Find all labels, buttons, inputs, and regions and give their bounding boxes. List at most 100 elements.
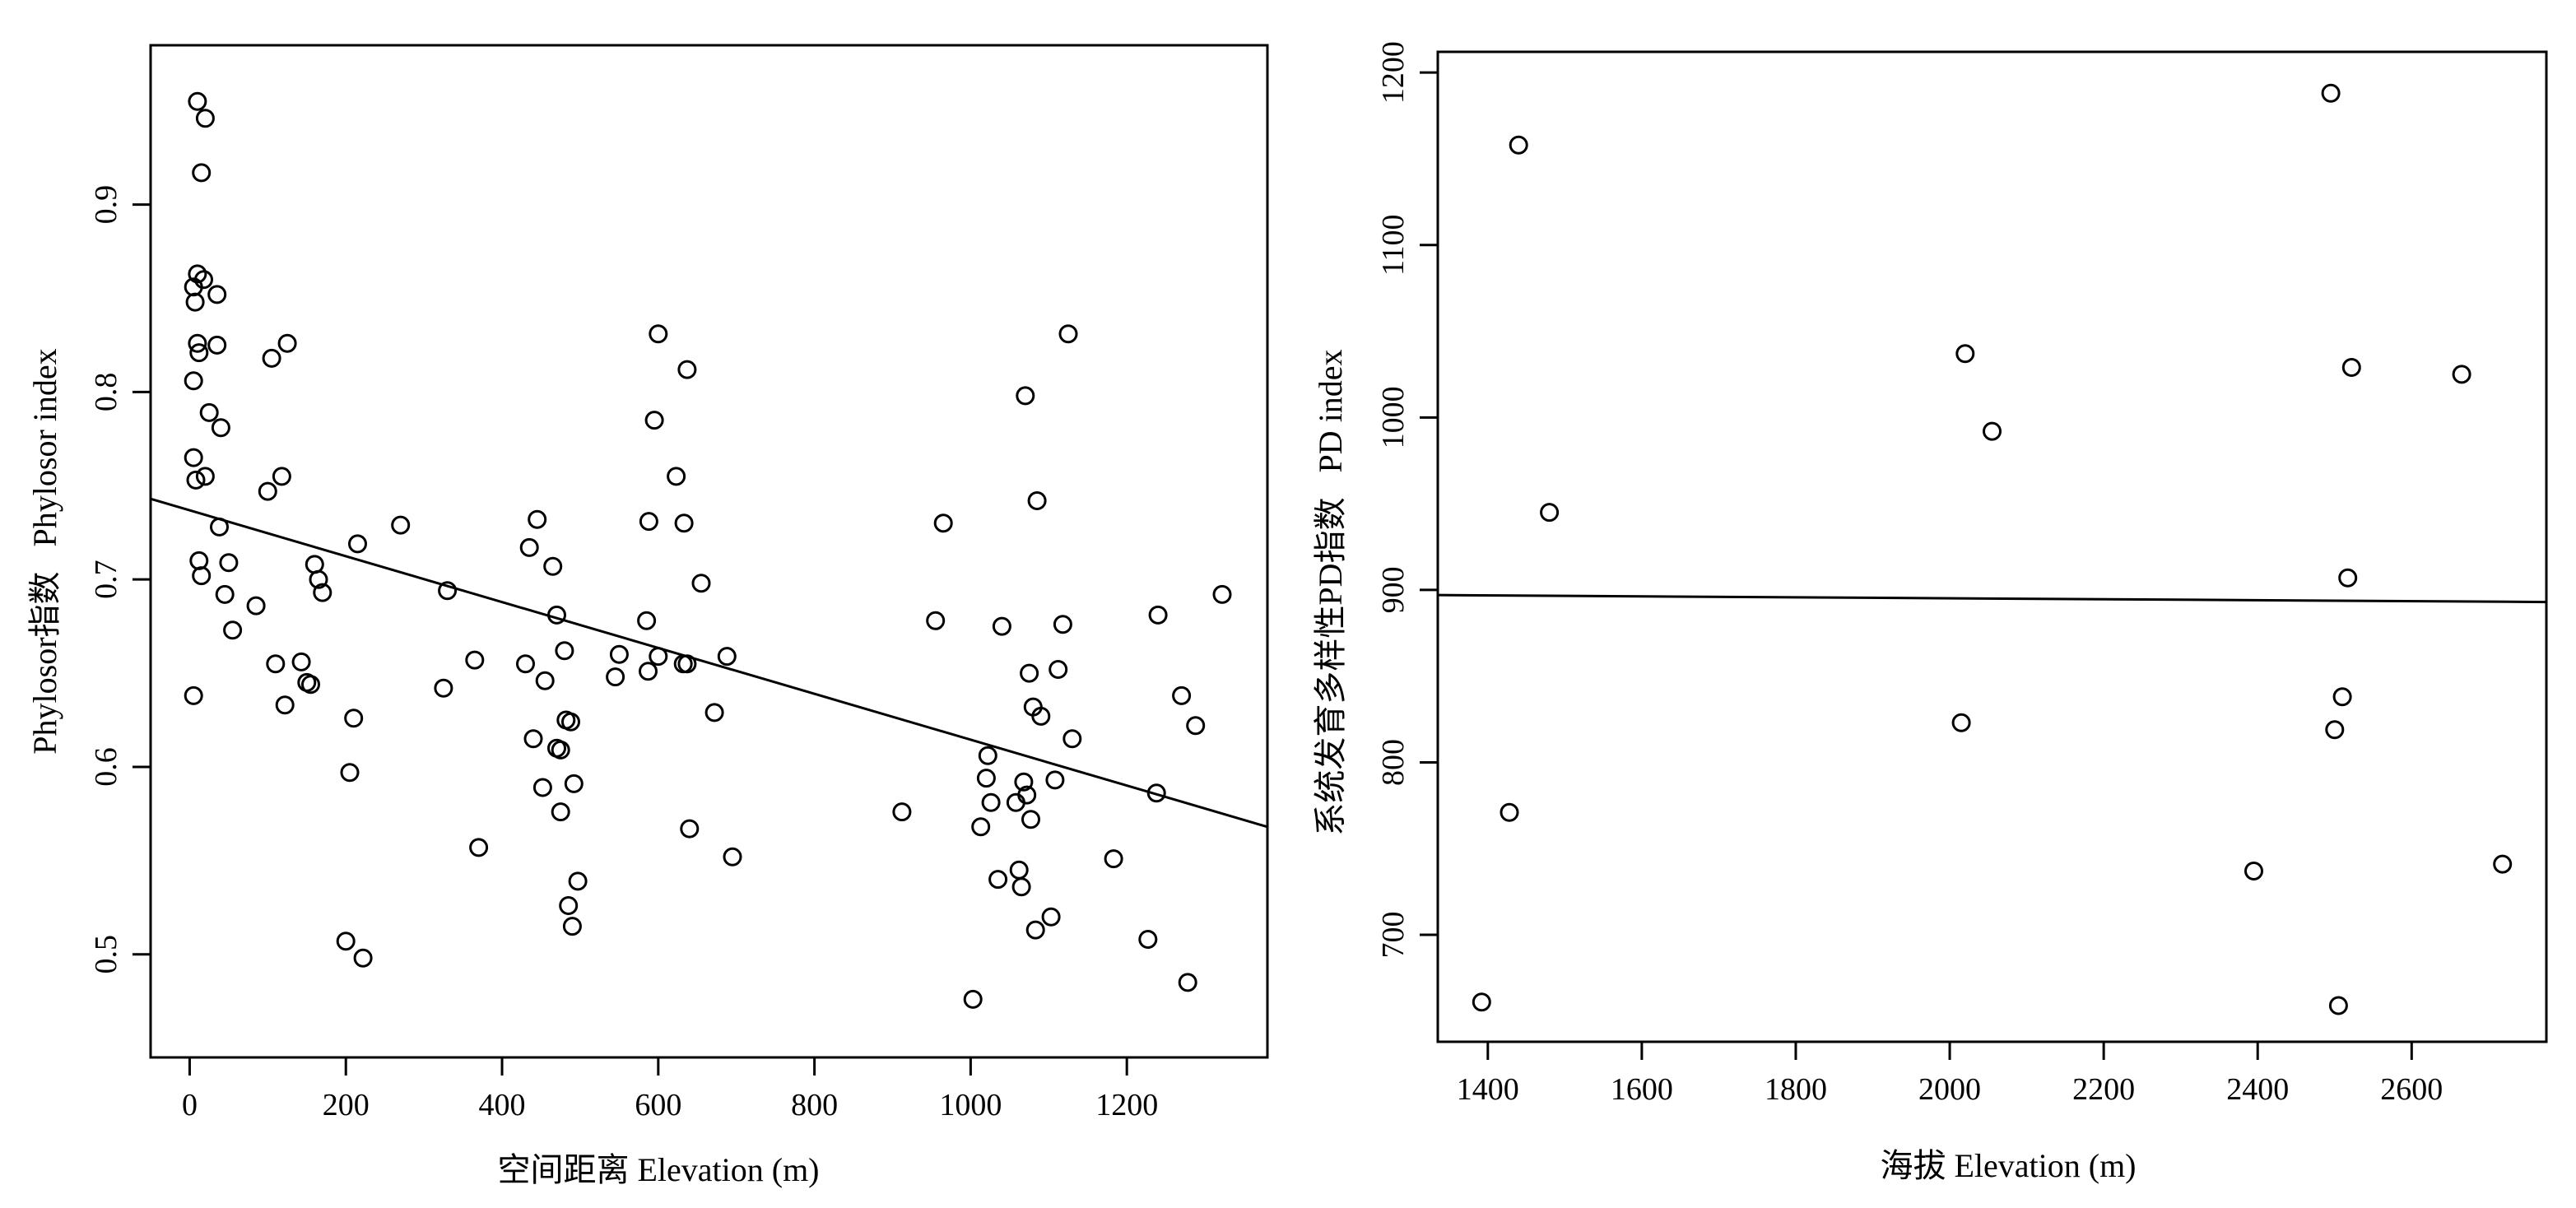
data-point bbox=[988, 870, 1008, 890]
y-tick-label: 0.6 bbox=[89, 747, 123, 787]
data-point bbox=[639, 662, 658, 681]
data-point bbox=[677, 654, 697, 674]
data-point bbox=[1062, 729, 1082, 749]
left-plot-frame bbox=[149, 44, 1269, 1059]
data-point bbox=[1509, 135, 1528, 155]
right-scatter-panel: 1400 1600 1800 2000 2200 2400 2600 700 800 900 10… bbox=[1312, 41, 2548, 1184]
data-point bbox=[1178, 973, 1197, 992]
x-tick-label: 2600 bbox=[2380, 1072, 2443, 1107]
data-point bbox=[691, 574, 711, 593]
data-point bbox=[516, 654, 535, 674]
data-point bbox=[606, 667, 625, 687]
x-tick-label: 400 bbox=[479, 1088, 526, 1122]
data-point bbox=[192, 163, 212, 183]
x-tick-label: 1800 bbox=[1765, 1072, 1827, 1107]
data-point bbox=[1014, 772, 1034, 792]
data-point bbox=[353, 948, 373, 968]
data-point bbox=[189, 551, 209, 570]
data-point bbox=[184, 448, 203, 467]
left-x-axis: 0 200 400 600 800 1000 1200 bbox=[182, 1056, 1158, 1122]
data-point bbox=[305, 555, 324, 574]
right-y-axis-title: 系统发育多样性PD指数PD index bbox=[1312, 349, 1349, 835]
data-point bbox=[266, 654, 286, 674]
left-trend-line bbox=[150, 497, 1268, 829]
data-point bbox=[543, 556, 563, 576]
data-point bbox=[344, 709, 364, 728]
data-point bbox=[2328, 996, 2348, 1015]
data-point bbox=[680, 819, 700, 839]
data-point bbox=[277, 333, 297, 353]
data-point bbox=[1983, 421, 2002, 441]
data-point bbox=[639, 512, 658, 532]
data-point bbox=[528, 509, 547, 529]
data-point bbox=[2338, 568, 2358, 588]
data-point bbox=[1138, 930, 1158, 949]
data-point bbox=[963, 989, 983, 1009]
y-tick-label: 1200 bbox=[1376, 41, 1411, 104]
data-point bbox=[1146, 783, 1166, 803]
x-tick-label: 2400 bbox=[2226, 1072, 2289, 1107]
left-y-axis-title: Phylosor指数Phylosor index bbox=[26, 348, 63, 754]
data-point bbox=[2452, 365, 2471, 384]
data-point bbox=[2341, 358, 2361, 377]
data-point bbox=[704, 703, 724, 722]
y-tick-label: 0.9 bbox=[89, 185, 123, 225]
data-point bbox=[211, 418, 230, 438]
data-point bbox=[1025, 920, 1045, 940]
data-point bbox=[215, 584, 235, 604]
x-tick-label: 2000 bbox=[1918, 1072, 1981, 1107]
y-tick-label: 1000 bbox=[1376, 386, 1411, 448]
data-point bbox=[559, 896, 579, 915]
x-tick-label: 1200 bbox=[1095, 1088, 1158, 1122]
data-point bbox=[674, 513, 694, 533]
data-point bbox=[547, 605, 566, 625]
data-point bbox=[207, 335, 227, 355]
data-point bbox=[535, 671, 555, 690]
data-point bbox=[195, 467, 215, 486]
data-point bbox=[291, 652, 311, 671]
x-tick-label: 200 bbox=[323, 1088, 370, 1122]
data-point bbox=[272, 467, 291, 486]
left-points bbox=[184, 91, 1232, 1009]
data-point bbox=[667, 467, 686, 486]
data-point bbox=[1186, 716, 1206, 736]
data-point bbox=[246, 596, 266, 616]
data-point bbox=[1021, 810, 1040, 829]
y-tick-label: 0.7 bbox=[89, 560, 123, 599]
x-tick-label: 1400 bbox=[1457, 1072, 1519, 1107]
data-point bbox=[195, 109, 215, 128]
data-point bbox=[532, 778, 552, 797]
data-point bbox=[1016, 386, 1035, 406]
data-point bbox=[438, 581, 458, 601]
data-point bbox=[188, 333, 207, 353]
y-tick-label: 0.8 bbox=[89, 373, 123, 412]
y-tick-label: 900 bbox=[1376, 566, 1411, 613]
data-point bbox=[723, 847, 742, 867]
data-point bbox=[219, 553, 239, 573]
data-point bbox=[348, 534, 367, 554]
data-point bbox=[551, 740, 570, 760]
data-point bbox=[336, 932, 356, 951]
data-point bbox=[223, 620, 243, 640]
data-point bbox=[184, 371, 203, 391]
data-point bbox=[551, 802, 570, 822]
data-point bbox=[978, 746, 997, 765]
data-point bbox=[2332, 687, 2352, 707]
data-point bbox=[2321, 83, 2341, 103]
data-point bbox=[562, 917, 582, 936]
data-point bbox=[976, 769, 996, 788]
data-point bbox=[199, 402, 219, 422]
data-point bbox=[568, 871, 588, 891]
data-point bbox=[262, 348, 281, 368]
y-tick-label: 0.5 bbox=[89, 935, 123, 974]
data-point bbox=[1472, 992, 1491, 1012]
data-point bbox=[519, 537, 539, 557]
data-point bbox=[1104, 849, 1123, 869]
x-tick-label: 600 bbox=[635, 1088, 681, 1122]
data-point bbox=[186, 470, 206, 490]
data-point bbox=[649, 647, 668, 667]
left-y-axis: 0.5 0.6 0.7 0.8 0.9 bbox=[89, 185, 152, 974]
data-point bbox=[1172, 685, 1192, 705]
data-point bbox=[1041, 907, 1061, 927]
